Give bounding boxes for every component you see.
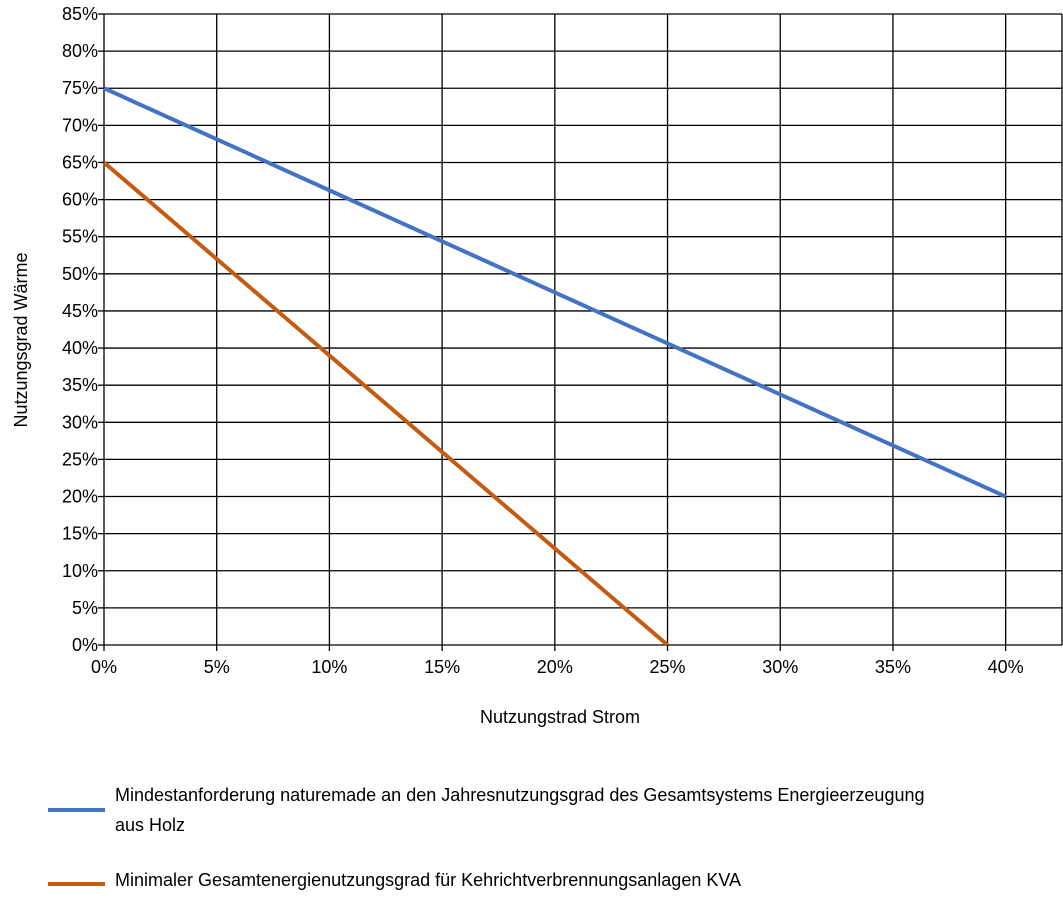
- y-tick-label: 40%: [62, 338, 98, 358]
- y-tick-label: 70%: [62, 115, 98, 135]
- y-tick-label: 60%: [62, 190, 98, 210]
- y-tick-label: 30%: [62, 412, 98, 432]
- y-tick-label: 25%: [62, 449, 98, 469]
- series-line-holz: [103, 86, 1007, 499]
- y-tick-label: 10%: [62, 561, 98, 581]
- x-tick-labels: 0% 5% 10% 15% 20% 25% 30% 35% 40%: [91, 657, 1024, 677]
- y-tick-label: 85%: [62, 4, 98, 24]
- y-tick-label: 50%: [62, 264, 98, 284]
- y-tick-label: 75%: [62, 78, 98, 98]
- legend-label-holz: Mindestanforderung naturemade an den Jah…: [115, 785, 925, 835]
- y-tick-label: 20%: [62, 487, 98, 507]
- x-tick-label: 5%: [204, 657, 230, 677]
- y-tick-label: 35%: [62, 375, 98, 395]
- y-tick-label: 55%: [62, 227, 98, 247]
- x-tick-label: 30%: [762, 657, 798, 677]
- y-tick-label: 80%: [62, 41, 98, 61]
- y-tick-label: 65%: [62, 152, 98, 172]
- y-tick-label: 15%: [62, 524, 98, 544]
- series-lines: [102, 86, 1007, 647]
- legend-swatch-blue: [48, 808, 105, 812]
- legend-swatch-orange: [48, 882, 105, 886]
- line-chart: 0% 5% 10% 15% 20% 25% 30% 35% 40% 45% 50% 55% 60% 65%…: [11, 4, 1063, 727]
- y-tick-label: 0%: [72, 635, 98, 655]
- series-line-kva: [102, 160, 669, 647]
- x-tick-label: 25%: [650, 657, 686, 677]
- legend-label-kva: Minimaler Gesamtenergienutzungsgrad für …: [115, 870, 742, 890]
- y-axis-title: Nutzungsgrad Wärme: [11, 252, 31, 427]
- grid: [98, 13, 1063, 651]
- x-tick-label: 10%: [311, 657, 347, 677]
- x-axis-title: Nutzungstrad Strom: [480, 707, 640, 727]
- x-tick-label: 15%: [424, 657, 460, 677]
- y-tick-labels: 0% 5% 10% 15% 20% 25% 30% 35% 40% 45% 50% 55% 60% 65%…: [62, 4, 98, 655]
- x-tick-label: 0%: [91, 657, 117, 677]
- x-tick-label: 35%: [875, 657, 911, 677]
- x-tick-label: 20%: [537, 657, 573, 677]
- y-tick-label: 45%: [62, 301, 98, 321]
- y-tick-label: 5%: [72, 598, 98, 618]
- x-tick-label: 40%: [988, 657, 1024, 677]
